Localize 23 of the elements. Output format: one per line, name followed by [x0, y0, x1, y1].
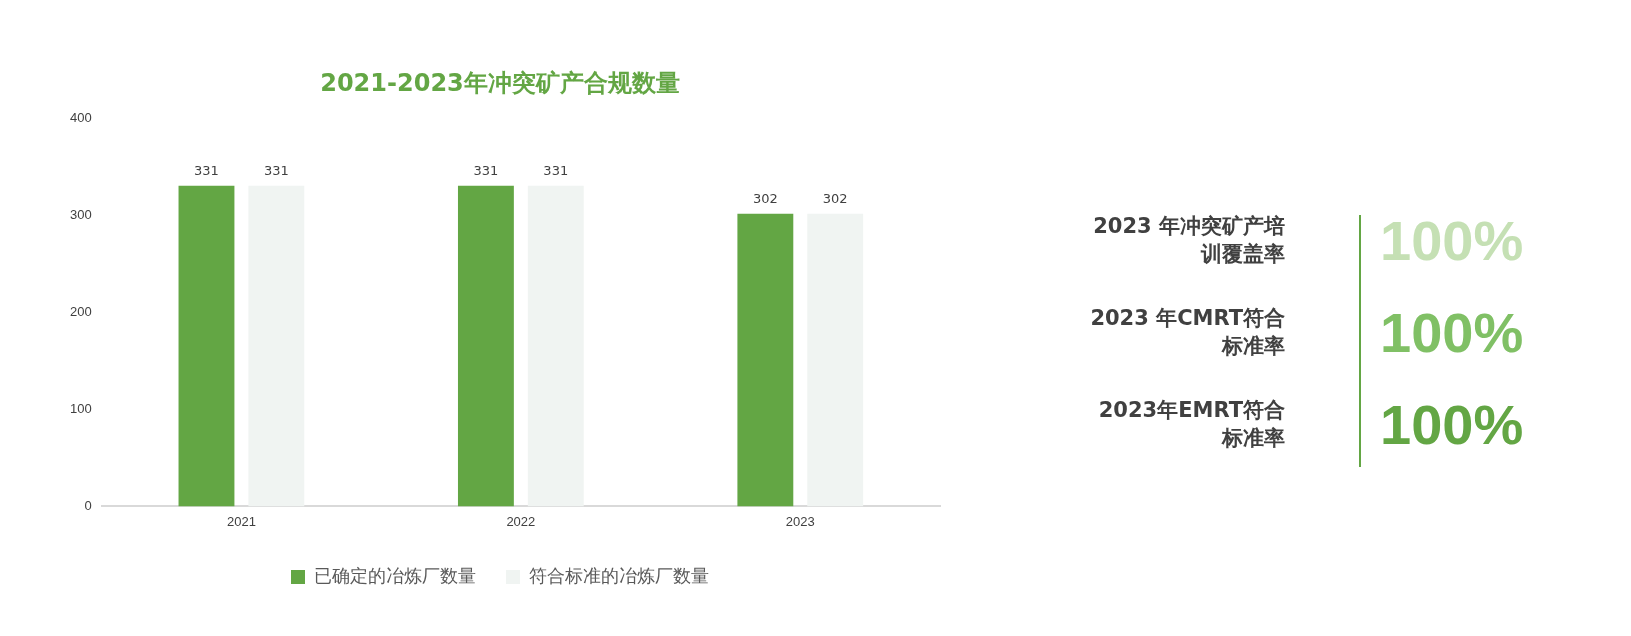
- y-tick-label: 100: [69, 401, 92, 417]
- data-label: 331: [263, 162, 289, 178]
- legend-label: 已确定的冶炼厂数量: [314, 564, 476, 586]
- text: 100%: [1380, 299, 1524, 365]
- text: 2023年EMRT符合标准率: [1097, 397, 1285, 452]
- chart-title: 2021-2023年冲突矿产合规数量: [320, 68, 680, 97]
- data-label: 302: [822, 190, 848, 206]
- y-tick-label: 400: [69, 110, 92, 126]
- text: 2023 年冲突矿产培训覆盖率: [1092, 213, 1285, 268]
- y-tick-label: 0: [84, 497, 92, 513]
- text: 2023 年CMRT符合标准率: [1090, 305, 1285, 360]
- data-label: 331: [543, 162, 569, 178]
- data-label: 302: [752, 190, 778, 206]
- y-tick-label: 300: [69, 207, 92, 223]
- legend-label: 符合标准的冶炼厂数量: [529, 564, 709, 586]
- x-tick-label: 2022: [506, 513, 536, 529]
- x-tick-label: 2021: [226, 513, 256, 529]
- data-label: 331: [473, 162, 499, 178]
- text: 100%: [1380, 391, 1524, 457]
- data-label: 331: [194, 162, 219, 178]
- x-tick-label: 2023: [785, 513, 815, 529]
- text: 100%: [1380, 207, 1524, 273]
- y-tick-label: 200: [69, 304, 92, 320]
